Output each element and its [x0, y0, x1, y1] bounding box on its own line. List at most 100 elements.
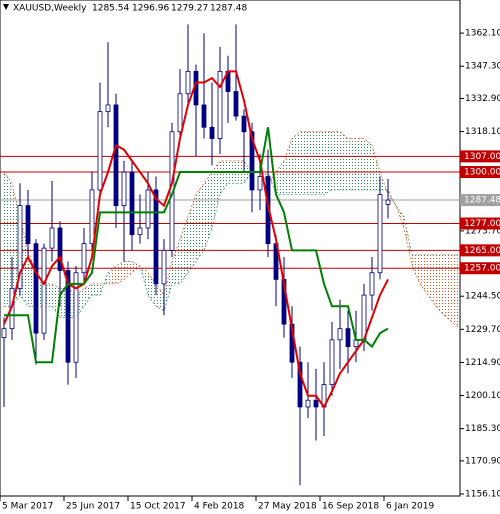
cloud-segment — [84, 283, 92, 307]
symbol: XAUUSD,Weekly — [13, 4, 87, 14]
level-box — [460, 217, 500, 230]
candle-body — [41, 247, 47, 334]
cloud-segment — [444, 254, 452, 322]
cloud-segment — [420, 254, 428, 296]
level-label: 1257.00 — [464, 264, 500, 274]
candle-body — [49, 227, 55, 249]
level-label: 1277.00 — [464, 219, 500, 229]
span-a-line — [3, 131, 460, 330]
cloud-segment — [108, 266, 116, 284]
kijun-line — [4, 127, 389, 364]
header-high: 1296.96 — [132, 4, 169, 14]
candle-body — [209, 126, 215, 139]
cloud-segment — [124, 261, 132, 280]
cloud-segment — [204, 172, 212, 251]
x-tick-label: 25 Jun 2017 — [66, 502, 120, 512]
y-tick-label: 1362.10 — [465, 29, 500, 39]
cloud-segment — [388, 189, 396, 206]
level-box — [460, 262, 500, 275]
y-tick-label: 1347.30 — [465, 62, 500, 72]
cloud-segment — [156, 283, 164, 311]
candle-body — [137, 227, 143, 236]
cloud-segment — [292, 131, 300, 195]
candle-body — [185, 70, 191, 95]
candle-body — [145, 189, 151, 229]
candle-body — [305, 399, 311, 408]
cloud-segment — [332, 131, 340, 190]
axes: 1362.10 1347.30 1332.90 1318.10 1273.70 1244.… — [0, 29, 500, 512]
cloud-segment — [188, 194, 196, 273]
current-price-label: 1287.48 — [464, 196, 500, 206]
cloud-segment — [284, 138, 292, 195]
header: XAUUSD,Weekly 1285.54 1296.96 1279.27 12… — [3, 4, 247, 14]
cloud-segment — [316, 131, 324, 195]
y-tick-label: 1214.90 — [465, 358, 500, 368]
header-icon — [3, 4, 9, 10]
cloud-segment — [356, 138, 364, 190]
cloud-segment — [4, 172, 12, 307]
candle-body — [345, 328, 351, 347]
cloud-segment — [436, 254, 444, 316]
current-price-box — [460, 194, 500, 207]
cloud-segment — [412, 254, 420, 284]
cloud-segment — [340, 131, 348, 190]
level-box — [460, 244, 500, 257]
candle-body — [113, 104, 119, 207]
candle-body — [161, 249, 167, 285]
x-tick-label: 15 Oct 2017 — [130, 502, 186, 512]
candle-body — [121, 171, 127, 207]
y-tick-label: 1200.10 — [465, 391, 500, 401]
y-tick-label: 1156.10 — [465, 489, 500, 499]
level-box — [460, 150, 500, 163]
level-label: 1300.00 — [464, 168, 500, 178]
candle-body — [313, 399, 319, 408]
cloud-segment — [364, 138, 372, 190]
candle-body — [369, 272, 375, 296]
level-label: 1307.00 — [464, 152, 500, 162]
candle-body — [17, 205, 23, 289]
candle-body — [25, 205, 31, 245]
cloud-segment — [428, 254, 436, 307]
cloud-segment — [380, 172, 388, 195]
candle-body — [89, 189, 95, 245]
cloud-segment — [132, 261, 140, 273]
candle-body — [377, 194, 383, 274]
cloud-segment — [212, 160, 220, 228]
y-tick-label: 1185.30 — [465, 424, 500, 434]
cloud-segment — [300, 131, 308, 195]
candle-body — [73, 272, 79, 363]
cloud-segment — [196, 183, 204, 262]
candle-body — [129, 171, 135, 236]
candle-body — [105, 104, 111, 113]
cloud-segment — [116, 261, 124, 284]
candle-body — [385, 199, 391, 205]
y-tick-label: 1332.90 — [465, 94, 500, 104]
y-tick-label: 1229.70 — [465, 325, 500, 335]
span-b-line — [4, 171, 460, 318]
y-tick-label: 1318.10 — [465, 127, 500, 137]
cloud-segment — [308, 131, 316, 195]
candle-body — [257, 176, 263, 191]
candle-body — [249, 131, 255, 191]
level-label: 1265.00 — [464, 246, 500, 256]
plot-area — [0, 24, 460, 486]
candle-body — [329, 339, 335, 385]
x-tick-label: 5 Mar 2017 — [2, 502, 53, 512]
cloud-segment — [404, 216, 412, 267]
candle-body — [81, 243, 87, 274]
cloud-segment — [92, 283, 100, 296]
header-close: 1287.48 — [210, 4, 247, 14]
candle-body — [177, 93, 183, 133]
candle-body — [201, 104, 207, 128]
candle-body — [1, 328, 7, 339]
y-tick-label: 1244.50 — [465, 292, 500, 302]
cloud-segment — [348, 138, 356, 190]
candle-body — [353, 339, 359, 347]
candle-body — [97, 111, 103, 191]
header-open: 1285.54 — [92, 4, 129, 14]
candle-body — [217, 70, 223, 139]
candle-body — [241, 115, 247, 133]
candle-body — [65, 270, 71, 363]
cloud-segment — [276, 160, 284, 195]
